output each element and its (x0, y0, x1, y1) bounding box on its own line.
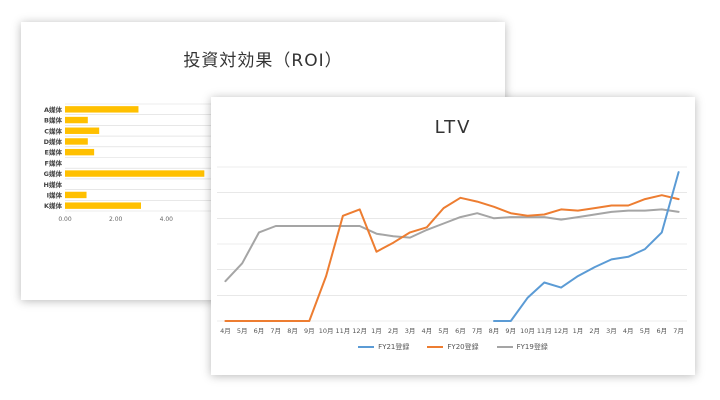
roi-category-label: E媒体 (45, 148, 63, 157)
roi-category-label: C媒体 (44, 126, 62, 135)
roi-category-label: F媒体 (45, 158, 63, 167)
legend-swatch-fy20 (427, 346, 444, 348)
ltv-tick-label: 5月 (640, 327, 651, 335)
ltv-tick-label: 11月 (336, 327, 351, 335)
ltv-tick-label: 8月 (489, 327, 500, 335)
ltv-tick-label: 2月 (388, 327, 399, 335)
ltv-tick-label: 4月 (220, 327, 231, 335)
ltv-tick-label: 4月 (422, 327, 433, 335)
ltv-tick-label: 9月 (304, 327, 315, 335)
ltv-tick-label: 6月 (254, 327, 265, 335)
roi-bar (65, 202, 141, 209)
ltv-legend: FY21登録 FY20登録 FY19登録 (211, 342, 695, 352)
roi-chart-title: 投資対効果（ROI） (183, 51, 343, 71)
ltv-tick-label: 7月 (270, 327, 281, 335)
roi-tick-label: 4.00 (160, 216, 174, 223)
legend-item-fy20: FY20登録 (427, 342, 479, 352)
roi-category-label: G媒体 (44, 169, 63, 178)
ltv-tick-label: 12月 (554, 327, 569, 335)
ltv-chart-card: LTV 4月 5月 6月 7月 8月 9月 10月 11月 12月 1月 2月 3月 4月 5月 6月 7月 8… (211, 97, 695, 375)
ltv-tick-label: 9月 (505, 327, 516, 335)
legend-label-fy19: FY19登録 (516, 343, 548, 351)
ltv-tick-label: 6月 (657, 327, 668, 335)
ltv-chart-title: LTV (434, 117, 472, 138)
roi-tick-label: 0.00 (58, 216, 72, 223)
roi-bar (65, 116, 88, 124)
roi-bar (65, 170, 205, 177)
ltv-tick-label: 10月 (520, 327, 535, 335)
legend-item-fy21: FY21登録 (358, 342, 409, 352)
ltv-tick-label: 7月 (673, 327, 684, 335)
ltv-tick-label: 5月 (237, 327, 248, 335)
roi-category-label: I媒体 (47, 190, 63, 199)
ltv-tick-label: 7月 (472, 327, 483, 335)
ltv-tick-label: 11月 (537, 327, 552, 335)
roi-tick-label: 2.00 (109, 216, 123, 223)
roi-bar (65, 127, 100, 134)
ltv-series-line-0 (493, 171, 680, 322)
roi-bar (65, 106, 139, 113)
roi-bar (65, 191, 87, 199)
roi-category-label: B媒体 (44, 116, 62, 125)
ltv-series-line-2 (224, 208, 680, 283)
roi-category-label: K媒体 (44, 201, 63, 210)
roi-category-label: A媒体 (44, 105, 63, 114)
legend-swatch-fy19 (496, 346, 513, 348)
legend-item-fy19: FY19登録 (496, 342, 548, 352)
roi-category-label: H媒体 (44, 180, 63, 189)
ltv-tick-label: 6月 (455, 327, 466, 335)
legend-swatch-fy21 (358, 346, 375, 348)
legend-label-fy20: FY20登録 (447, 343, 479, 351)
ltv-tick-label: 3月 (606, 327, 617, 335)
roi-bar (65, 148, 95, 156)
ltv-tick-label: 2月 (589, 327, 600, 335)
ltv-tick-label: 8月 (287, 327, 298, 335)
ltv-series-line-1 (224, 194, 680, 322)
ltv-tick-label: 3月 (405, 327, 416, 335)
roi-bar (65, 138, 88, 145)
ltv-tick-label: 1月 (371, 327, 382, 335)
ltv-tick-label: 1月 (573, 327, 584, 335)
ltv-tick-label: 12月 (352, 327, 367, 335)
legend-label-fy21: FY21登録 (378, 343, 410, 351)
ltv-tick-label: 5月 (438, 327, 449, 335)
roi-category-label: D媒体 (44, 137, 63, 146)
ltv-chart-plot: 4月 5月 6月 7月 8月 9月 10月 11月 12月 1月 2月 3月 4月 5月 6月 7月 8月 9月 1… (217, 166, 687, 335)
ltv-tick-label: 10月 (319, 327, 334, 335)
ltv-tick-label: 4月 (623, 327, 634, 335)
